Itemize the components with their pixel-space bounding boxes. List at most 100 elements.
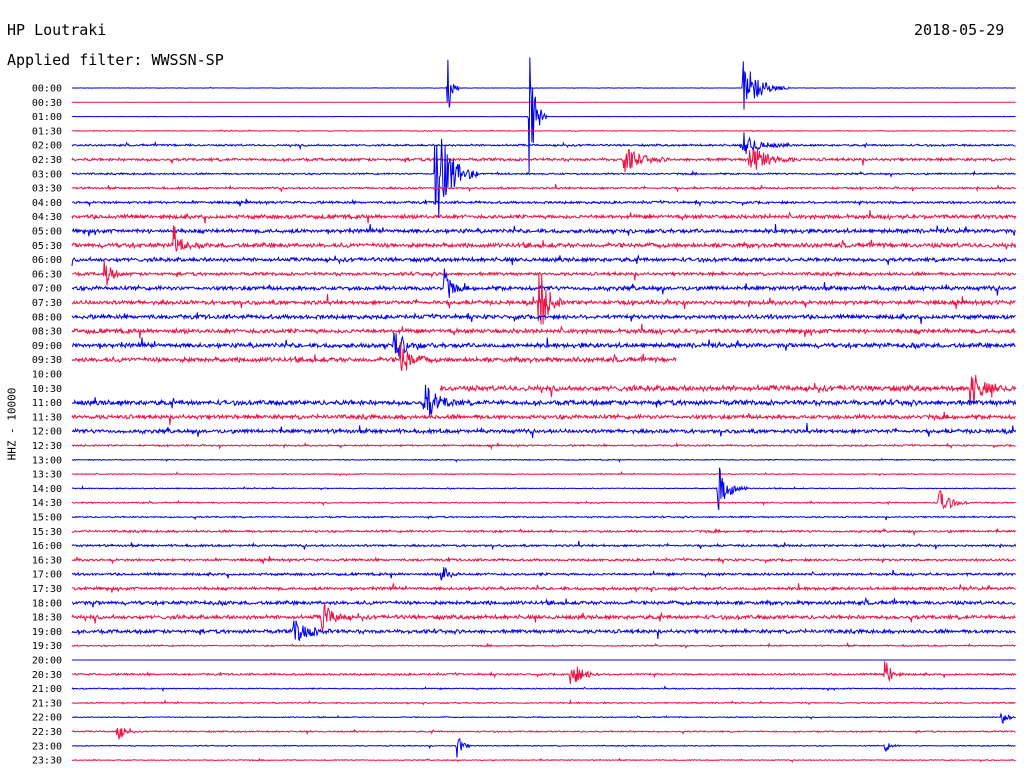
trace-1030 bbox=[439, 374, 1017, 406]
row-labels: 00:00 00:30 01:00 01:30 02:00 02:30 03:00 03:30… bbox=[32, 84, 62, 767]
row-label-2030: 20:30 bbox=[32, 670, 62, 681]
trace-2230 bbox=[71, 727, 1016, 740]
trace-0800 bbox=[71, 311, 1016, 324]
trace-0830 bbox=[71, 323, 1016, 339]
row-label-1030: 10:30 bbox=[32, 384, 62, 395]
trace-0700 bbox=[71, 268, 1017, 298]
row-label-1430: 14:30 bbox=[32, 498, 62, 509]
row-label-1000: 10:00 bbox=[32, 370, 62, 381]
trace-1830 bbox=[71, 603, 1016, 632]
trace-0400 bbox=[71, 198, 1016, 208]
row-label-0630: 06:30 bbox=[32, 269, 62, 280]
row-label-2100: 21:00 bbox=[32, 684, 62, 695]
row-label-0530: 05:30 bbox=[32, 241, 62, 252]
trace-0930 bbox=[71, 341, 677, 372]
filter-label: Applied filter: WWSSN-SP bbox=[7, 51, 224, 69]
trace-0130 bbox=[71, 129, 1016, 133]
row-label-2130: 21:30 bbox=[32, 698, 62, 709]
trace-1700 bbox=[71, 566, 1016, 581]
trace-2100 bbox=[71, 685, 1016, 693]
row-label-1630: 16:30 bbox=[32, 555, 62, 566]
trace-2130 bbox=[71, 698, 1016, 706]
row-label-1200: 12:00 bbox=[32, 427, 62, 438]
row-label-0430: 04:30 bbox=[32, 212, 62, 223]
row-label-0330: 03:30 bbox=[32, 184, 62, 195]
row-label-0900: 09:00 bbox=[32, 341, 62, 352]
trace-1530 bbox=[71, 527, 1016, 537]
row-label-2230: 22:30 bbox=[32, 727, 62, 738]
row-label-2330: 23:30 bbox=[32, 756, 62, 767]
row-label-2200: 22:00 bbox=[32, 713, 62, 724]
row-label-0130: 01:30 bbox=[32, 126, 62, 137]
date-label: 2018-05-29 bbox=[914, 21, 1005, 39]
trace-1130 bbox=[71, 411, 1016, 426]
row-label-1100: 11:00 bbox=[32, 398, 62, 409]
row-label-0200: 02:00 bbox=[32, 141, 62, 152]
row-label-1530: 15:30 bbox=[32, 527, 62, 538]
row-label-1930: 19:30 bbox=[32, 641, 62, 652]
trace-2330 bbox=[71, 757, 1016, 763]
row-label-0230: 02:30 bbox=[32, 155, 62, 166]
row-label-1700: 17:00 bbox=[32, 570, 62, 581]
trace-1330 bbox=[71, 470, 1016, 477]
row-label-0100: 01:00 bbox=[32, 112, 62, 123]
row-label-1400: 14:00 bbox=[32, 484, 62, 495]
row-label-1830: 18:30 bbox=[32, 613, 62, 624]
trace-0330 bbox=[71, 184, 1016, 193]
trace-0000 bbox=[71, 59, 1016, 110]
row-label-1900: 19:00 bbox=[32, 627, 62, 638]
trace-1800 bbox=[71, 596, 1016, 608]
trace-0730 bbox=[71, 274, 1016, 325]
trace-1430 bbox=[71, 489, 1016, 510]
row-label-1300: 13:00 bbox=[32, 455, 62, 466]
station-title: HP Loutraki bbox=[7, 21, 107, 39]
row-label-1500: 15:00 bbox=[32, 513, 62, 524]
trace-0500 bbox=[71, 223, 1016, 237]
row-label-0600: 06:00 bbox=[32, 255, 62, 266]
row-label-0730: 07:30 bbox=[32, 298, 62, 309]
row-label-1800: 18:00 bbox=[32, 598, 62, 609]
row-label-0400: 04:00 bbox=[32, 198, 62, 209]
trace-1500 bbox=[71, 515, 1016, 521]
trace-1930 bbox=[71, 641, 1016, 650]
trace-1200 bbox=[71, 423, 1017, 439]
row-label-0830: 08:30 bbox=[32, 327, 62, 338]
trace-1730 bbox=[71, 583, 1016, 594]
row-label-0030: 00:30 bbox=[32, 98, 62, 109]
row-label-2000: 20:00 bbox=[32, 656, 62, 667]
trace-2030 bbox=[71, 661, 1017, 685]
trace-1900 bbox=[71, 620, 1016, 642]
row-label-1230: 12:30 bbox=[32, 441, 62, 452]
trace-0030 bbox=[71, 101, 1016, 104]
seismic-traces bbox=[71, 57, 1017, 763]
row-label-0700: 07:00 bbox=[32, 284, 62, 295]
trace-0600 bbox=[71, 254, 1017, 267]
row-label-0300: 03:00 bbox=[32, 169, 62, 180]
trace-0100 bbox=[71, 57, 1016, 173]
trace-0430 bbox=[71, 210, 1017, 224]
row-label-1330: 13:30 bbox=[32, 470, 62, 481]
trace-2300 bbox=[71, 737, 1016, 758]
trace-0300 bbox=[71, 138, 1016, 218]
trace-0230 bbox=[71, 148, 1016, 173]
trace-2200 bbox=[71, 712, 1016, 725]
trace-1630 bbox=[71, 556, 1016, 565]
row-label-1600: 16:00 bbox=[32, 541, 62, 552]
row-label-0500: 05:00 bbox=[32, 227, 62, 238]
trace-0900 bbox=[71, 333, 1016, 359]
row-label-1130: 11:30 bbox=[32, 412, 62, 423]
trace-0200 bbox=[71, 132, 1016, 154]
row-label-1730: 17:30 bbox=[32, 584, 62, 595]
trace-0630 bbox=[71, 260, 1017, 286]
row-label-0930: 09:30 bbox=[32, 355, 62, 366]
row-label-0800: 08:00 bbox=[32, 312, 62, 323]
trace-1600 bbox=[71, 540, 1017, 551]
trace-1100 bbox=[71, 384, 1017, 418]
trace-1230 bbox=[71, 441, 1016, 451]
row-label-2300: 23:00 bbox=[32, 741, 62, 752]
trace-1400 bbox=[71, 467, 1016, 511]
row-label-0000: 00:00 bbox=[32, 84, 62, 95]
trace-0530 bbox=[71, 225, 1017, 253]
trace-1300 bbox=[72, 457, 1016, 463]
